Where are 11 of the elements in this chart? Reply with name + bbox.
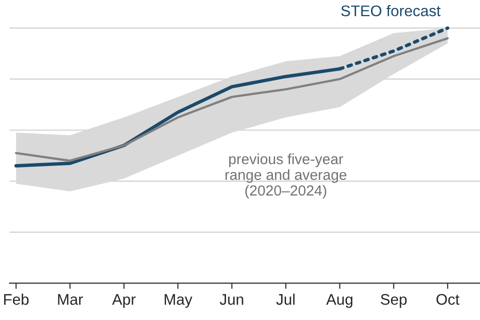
x-tick-label: Mar [58,294,83,305]
x-tick-label: Oct [436,294,460,305]
x-tick-label: Sep [380,294,407,308]
x-tick-label: Feb [4,294,29,305]
x-tick-label: Jun [220,294,244,305]
annotation: previous five-year range and average (2020–2024) [226,154,346,199]
x-tick-label: Apr [112,294,136,308]
x-tick-label: May [164,294,192,308]
annotation: STEO forecast [341,5,441,16]
x-tick-label: Jul [276,294,295,305]
x-tick-label: Aug [326,294,352,308]
